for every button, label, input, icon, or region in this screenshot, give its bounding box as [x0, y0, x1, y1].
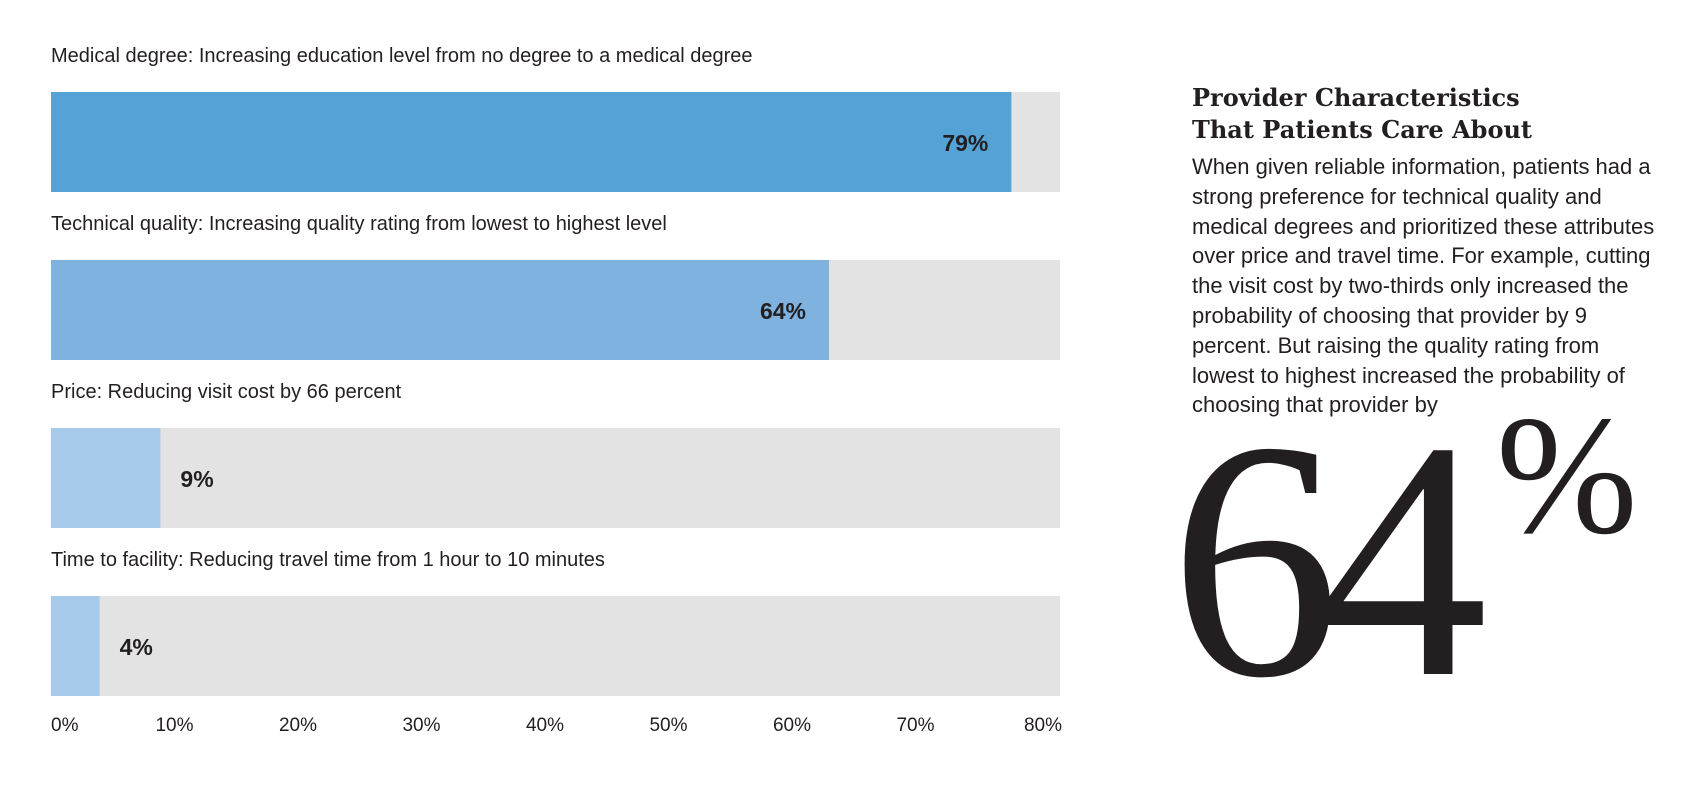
bar [51, 92, 1012, 192]
x-tick-label: 0% [51, 715, 79, 736]
x-tick-label: 50% [649, 715, 687, 736]
bar-category-label: Medical degree: Increasing education lev… [51, 45, 753, 67]
bar-track [51, 428, 1060, 528]
big-stat-number: 64 [1170, 371, 1488, 748]
bar-value-label: 79% [942, 130, 988, 156]
bar-category-label: Technical quality: Increasing quality ra… [51, 213, 667, 235]
side-body-text: When given reliable information, patient… [1192, 154, 1655, 418]
side-title: Provider Characteristics That Patients C… [1192, 82, 1532, 146]
x-tick-label: 60% [773, 715, 811, 736]
x-tick-label: 30% [402, 715, 440, 736]
side-title-line-2: That Patients Care About [1192, 115, 1532, 144]
big-stat: 64 % [1170, 390, 1670, 730]
x-tick-label: 80% [1024, 715, 1062, 736]
x-tick-label: 40% [526, 715, 564, 736]
x-tick-label: 10% [155, 715, 193, 736]
bar [51, 428, 161, 528]
side-title-line-1: Provider Characteristics [1192, 83, 1520, 112]
bar-chart: Medical degree: Increasing education lev… [51, 45, 1062, 736]
bar [51, 260, 830, 360]
x-tick-label: 70% [896, 715, 934, 736]
bar [51, 596, 100, 696]
bar-value-label: 4% [120, 634, 153, 660]
x-tick-label: 20% [279, 715, 317, 736]
bar-track [51, 596, 1060, 696]
side-panel: Provider Characteristics That Patients C… [1192, 82, 1662, 420]
bar-category-label: Time to facility: Reducing travel time f… [51, 549, 605, 571]
bar-value-label: 64% [760, 298, 806, 324]
big-stat-percent: % [1496, 381, 1638, 569]
bar-category-label: Price: Reducing visit cost by 66 percent [51, 381, 402, 403]
bar-value-label: 9% [180, 466, 213, 492]
